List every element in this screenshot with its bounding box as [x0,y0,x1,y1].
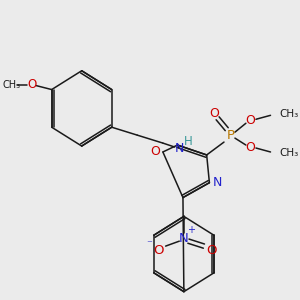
Text: O: O [153,244,164,256]
Text: O: O [209,107,219,120]
Text: O: O [245,114,255,127]
Text: CH₃: CH₃ [2,80,21,90]
Text: O: O [245,140,255,154]
Text: N: N [175,142,184,154]
Text: ⁻: ⁻ [146,239,152,249]
Text: +: + [187,225,195,235]
Text: N: N [213,176,222,189]
Text: N: N [179,232,189,245]
Text: H: H [184,135,193,148]
Text: CH₃: CH₃ [280,148,299,158]
Text: CH₃: CH₃ [280,109,299,119]
Text: O: O [206,244,217,256]
Text: O: O [151,146,160,158]
Text: P: P [226,129,234,142]
Text: O: O [27,78,36,91]
